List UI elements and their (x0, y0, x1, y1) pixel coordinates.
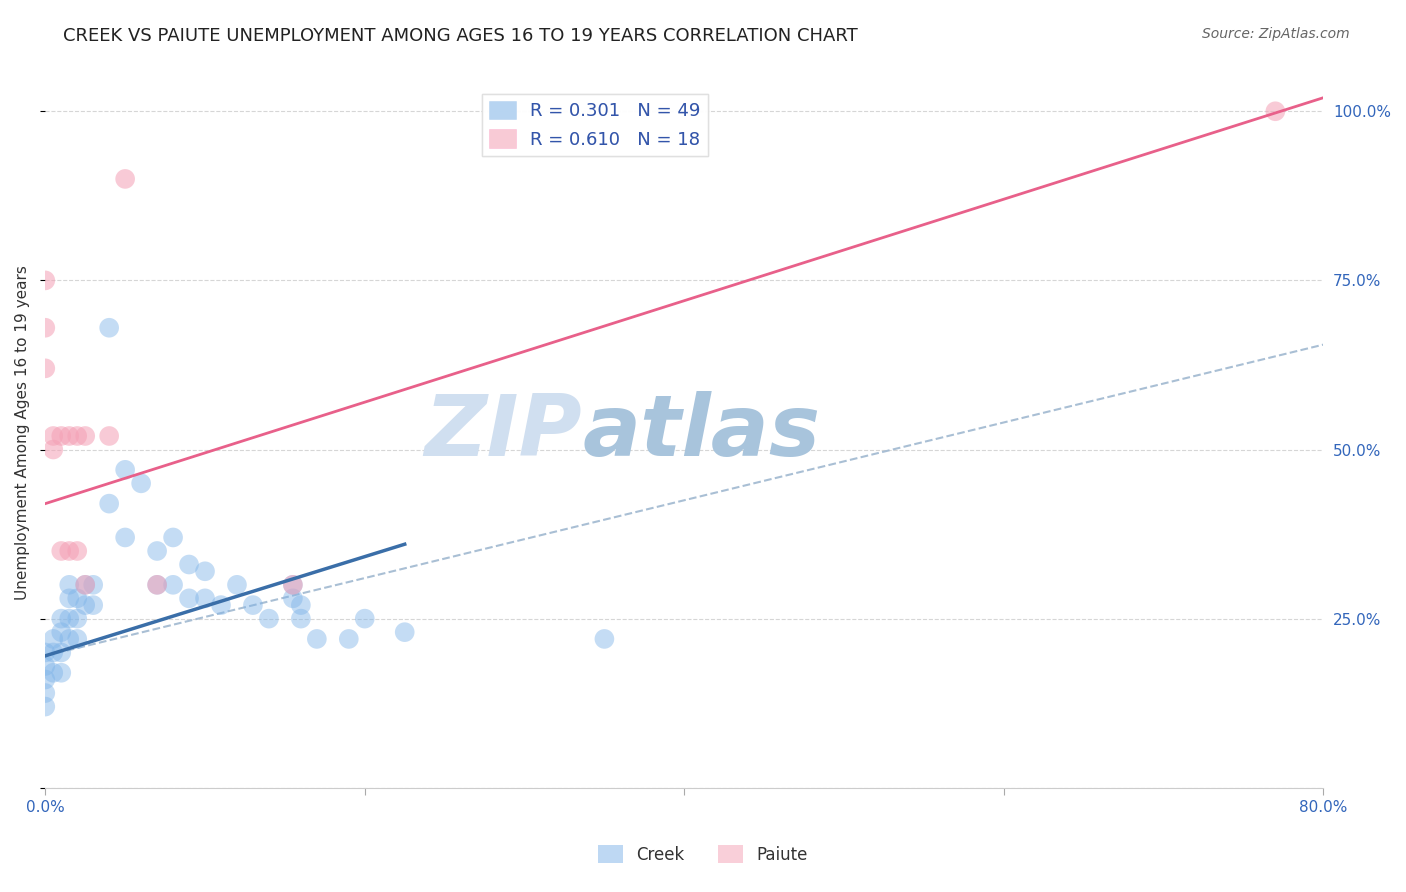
Point (82, 598, 104, 612)
Point (75, 578, 97, 592)
Point (66, 612, 89, 626)
Point (290, 612, 312, 626)
Text: Source: ZipAtlas.com: Source: ZipAtlas.com (1202, 27, 1350, 41)
Point (42, 429, 65, 443)
Point (66, 632, 89, 646)
Point (146, 578, 169, 592)
Point (114, 463, 136, 477)
Point (242, 598, 264, 612)
Point (58, 578, 80, 592)
Point (305, 632, 328, 646)
Legend: Creek, Paiute: Creek, Paiute (592, 838, 814, 871)
Point (146, 544, 169, 558)
Point (51, 544, 73, 558)
Point (66, 591, 89, 606)
Point (337, 632, 360, 646)
Point (42, 442, 65, 457)
Point (226, 578, 249, 592)
Point (129, 476, 152, 491)
Point (75, 578, 97, 592)
Point (114, 531, 136, 545)
Y-axis label: Unemployment Among Ages 16 to 19 years: Unemployment Among Ages 16 to 19 years (15, 265, 30, 600)
Point (58, 632, 80, 646)
Point (281, 591, 304, 606)
Point (114, 172, 136, 186)
Point (51, 429, 73, 443)
Point (353, 612, 375, 626)
Point (58, 429, 80, 443)
Point (162, 578, 184, 592)
Point (98, 320, 121, 334)
Point (34, 320, 56, 334)
Point (177, 558, 200, 572)
Point (257, 612, 280, 626)
Point (34, 645, 56, 659)
Point (177, 591, 200, 606)
Point (51, 625, 73, 640)
Point (394, 625, 416, 640)
Point (146, 578, 169, 592)
Point (58, 591, 80, 606)
Text: CREEK VS PAIUTE UNEMPLOYMENT AMONG AGES 16 TO 19 YEARS CORRELATION CHART: CREEK VS PAIUTE UNEMPLOYMENT AMONG AGES … (63, 27, 858, 45)
Point (98, 497, 121, 511)
Point (42, 632, 65, 646)
Point (34, 273, 56, 287)
Point (593, 632, 616, 646)
Point (34, 659, 56, 673)
Point (34, 361, 56, 376)
Point (194, 591, 217, 606)
Point (82, 578, 104, 592)
Point (58, 544, 80, 558)
Point (51, 645, 73, 659)
Point (66, 544, 89, 558)
Text: ZIP: ZIP (425, 391, 582, 474)
Point (290, 598, 312, 612)
Point (34, 686, 56, 700)
Text: atlas: atlas (582, 391, 820, 474)
Point (66, 429, 89, 443)
Point (194, 564, 217, 578)
Point (42, 645, 65, 659)
Point (209, 598, 232, 612)
Point (98, 429, 121, 443)
Point (75, 429, 97, 443)
Point (42, 665, 65, 680)
Point (162, 531, 184, 545)
Point (281, 578, 304, 592)
Point (58, 612, 80, 626)
Point (51, 612, 73, 626)
Point (34, 673, 56, 687)
Point (75, 598, 97, 612)
Legend: R = 0.301   N = 49, R = 0.610   N = 18: R = 0.301 N = 49, R = 0.610 N = 18 (482, 94, 709, 156)
Point (34, 699, 56, 714)
Point (1264, 104, 1286, 119)
Point (281, 578, 304, 592)
Point (51, 665, 73, 680)
